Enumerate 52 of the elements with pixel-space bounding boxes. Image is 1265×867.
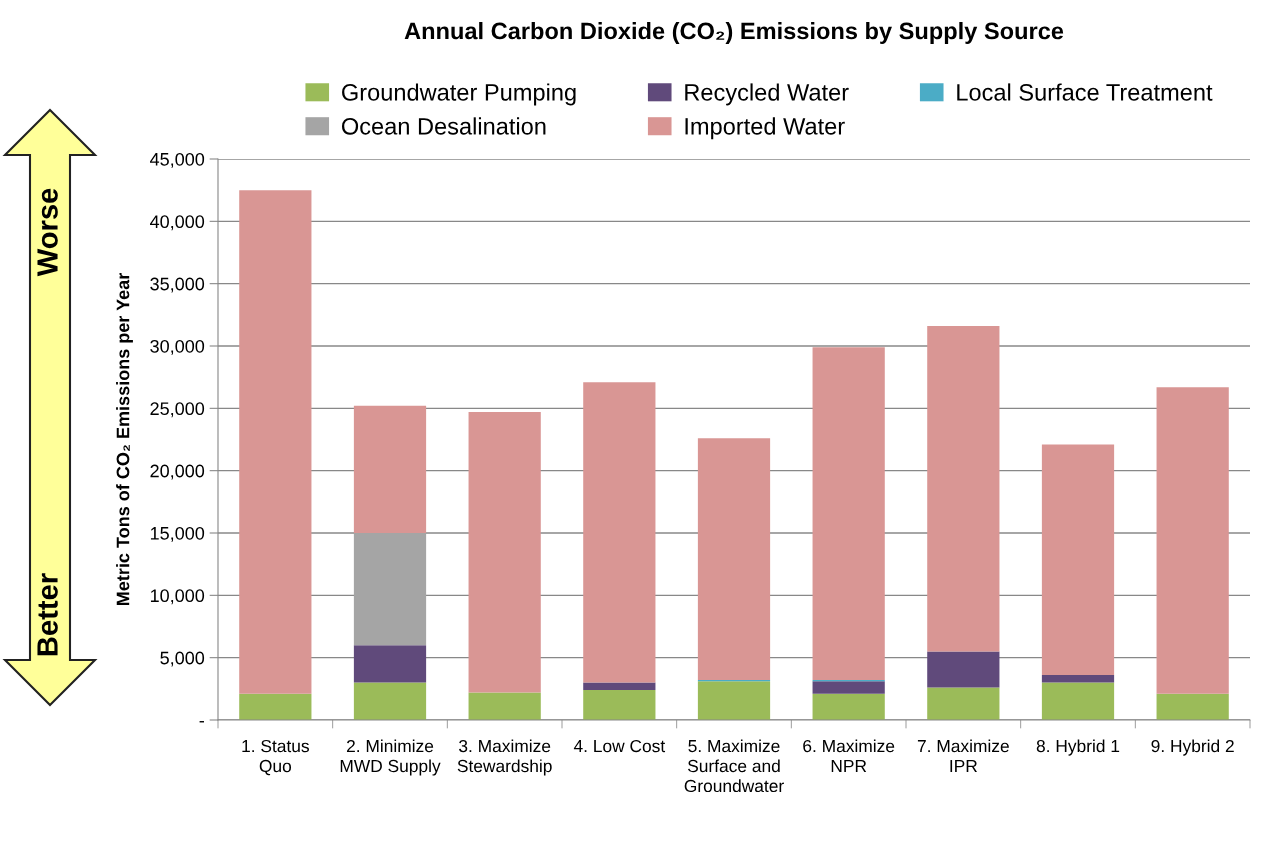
- y-tick-label: 20,000: [150, 464, 205, 480]
- legend-label: Imported Water: [685, 117, 845, 140]
- y-tick-label: 15,000: [150, 526, 205, 542]
- y-tick-label: 25,000: [150, 402, 205, 418]
- y-tick-label: 35,000: [150, 277, 205, 293]
- legend-label: Recycled Water: [685, 83, 849, 106]
- x-tick-label: 5. Maximize Surface and Groundwater: [684, 739, 784, 793]
- text: Worse: [37, 188, 58, 277]
- bar: [239, 190, 312, 694]
- legend-label: Groundwater Pumping: [342, 83, 576, 106]
- bar: [1041, 444, 1115, 676]
- bar: [468, 412, 541, 693]
- y-tick-label: 10,000: [150, 589, 205, 605]
- bar: [1156, 387, 1229, 694]
- x-tick-label: 6. Maximize NPR: [803, 739, 895, 772]
- y-tick-label: 45,000: [150, 152, 205, 168]
- bar: [697, 681, 771, 720]
- bar: [697, 438, 771, 681]
- bar: [583, 690, 656, 720]
- bar: [927, 326, 1000, 652]
- y-tick-label: -: [199, 721, 204, 723]
- bar: [927, 651, 1000, 688]
- bar: [1041, 675, 1115, 683]
- bar: [583, 382, 656, 683]
- x-tick-label: 3. Maximize Stewardship: [457, 739, 552, 776]
- legend-label: Ocean Desalination: [341, 117, 546, 135]
- chart-title: Annual Carbon Dioxide (CO₂) Emissions by Supply Source: [404, 22, 1064, 44]
- bar: [239, 693, 312, 720]
- bar: [1041, 682, 1115, 720]
- x-tick-label: 9. Hybrid 2: [1151, 739, 1234, 756]
- text: Better: [37, 573, 58, 656]
- x-tick-label: 1. Status Quo: [242, 739, 309, 776]
- y-axis-title: Metric Tons of CO₂ Emissions per Year: [116, 273, 133, 606]
- y-tick-label: 40,000: [150, 215, 205, 231]
- x-tick-label: 2. Minimize MWD Supply: [340, 739, 441, 776]
- bar: [583, 682, 656, 691]
- bar: [812, 681, 885, 694]
- bar: [812, 347, 885, 681]
- x-tick-label: 8. Hybrid 1: [1036, 739, 1120, 756]
- bar: [353, 533, 427, 646]
- y-tick-label: 5,000: [160, 651, 205, 667]
- bar: [353, 682, 427, 720]
- x-tick-label: 4. Low Cost: [573, 739, 666, 753]
- bar: [1156, 693, 1229, 720]
- y-tick-label: 30,000: [150, 339, 205, 355]
- x-tick-label: 7. Maximize IPR: [917, 739, 1009, 772]
- legend-label: Local Surface Treatment: [957, 83, 1213, 101]
- bar: [927, 687, 1000, 720]
- bar: [353, 405, 427, 533]
- bar: [353, 645, 427, 683]
- bar: [812, 693, 885, 720]
- bar: [468, 692, 541, 720]
